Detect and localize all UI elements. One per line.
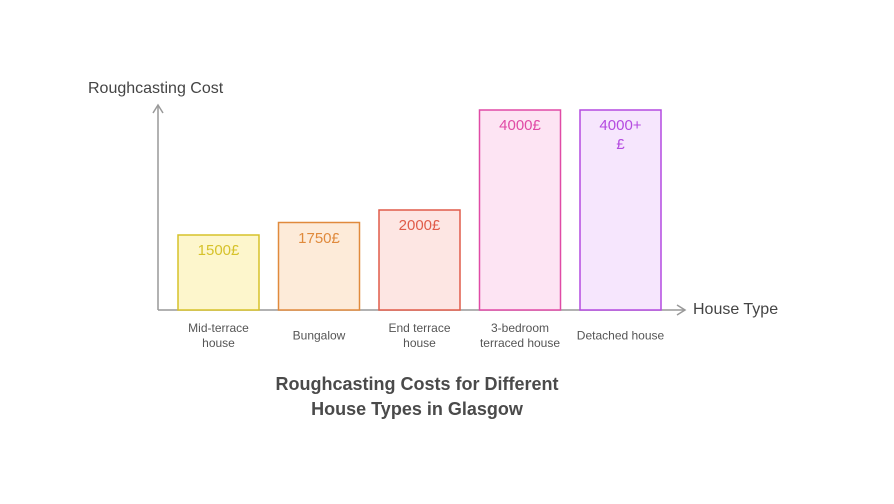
value-label: 1500£	[197, 242, 240, 259]
bar	[177, 234, 260, 311]
x-tick-label: Mid-terrace house	[188, 321, 249, 350]
bar	[277, 221, 361, 311]
bar	[478, 109, 562, 311]
y-axis-label: Roughcasting Cost	[88, 80, 224, 97]
y-axis-arrow	[152, 103, 164, 114]
x-tick-label: 3-bedroom terraced house	[479, 321, 561, 350]
x-axis-label: House Type	[693, 301, 779, 318]
value-label: 4000£	[499, 117, 541, 134]
x-tick-label: Detached house	[576, 328, 665, 343]
x-axis-arrow	[676, 304, 687, 316]
value-label: 1750£	[298, 229, 340, 247]
bar	[378, 209, 461, 311]
value-label: 2000£	[398, 217, 441, 234]
chart-title: Roughcasting Costs for Different House T…	[275, 374, 559, 419]
x-tick-label: End terrace house	[388, 321, 451, 350]
x-tick-label: Bungalow	[292, 328, 346, 343]
value-label: 4000+ £	[599, 117, 642, 153]
bar	[579, 109, 662, 311]
